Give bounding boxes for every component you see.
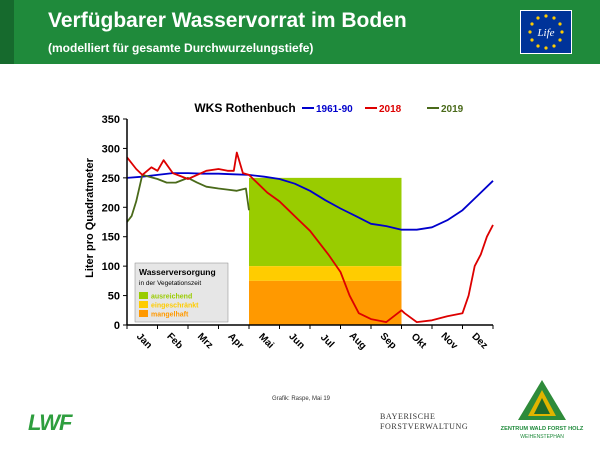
band-legend-label-0: ausreichend — [151, 294, 192, 301]
eu-life-logo: Life — [520, 10, 572, 54]
x-tick-label-3: Apr — [226, 331, 246, 351]
bayerische-forstverwaltung-logo: BAYERISCHE FORSTVERWALTUNG — [380, 412, 468, 432]
supply-bands — [249, 177, 402, 325]
chart-title: WKS Rothenbuch — [194, 101, 295, 115]
legend-label-2: 2019 — [441, 104, 464, 115]
band-legend-swatch-2 — [139, 310, 148, 317]
credit-text: Grafik: Raspe, Mai 19 — [272, 396, 331, 402]
series-line-2 — [126, 174, 250, 223]
x-tick-label-1: Feb — [164, 331, 184, 351]
page-subtitle: (modelliert für gesamte Durchwurzelungst… — [48, 41, 314, 55]
zentrum-wald-logo: ZENTRUM WALD FORST HOLZ WEIHENSTEPHAN — [501, 380, 584, 440]
series-legend: 1961-90 2018 2019 — [302, 104, 464, 115]
lwf-logo: LWF — [28, 410, 74, 434]
x-tick-label-6: Jul — [318, 332, 336, 350]
y-tick-label-3: 150 — [102, 232, 120, 244]
y-tick-label-2: 100 — [102, 261, 120, 273]
band-1 — [249, 266, 402, 281]
zw-line2: WEIHENSTEPHAN — [520, 434, 564, 440]
y-tick-label-5: 250 — [102, 173, 120, 185]
y-tick-label-7: 350 — [102, 114, 120, 126]
band-legend-swatch-1 — [139, 301, 148, 308]
band-legend-label-1: eingeschränkt — [151, 303, 199, 310]
x-tick-label-5: Jun — [286, 331, 306, 351]
chart: WKS Rothenbuch 1961-90 2018 2019 Liter pro… — [84, 101, 494, 352]
band-2 — [249, 280, 402, 325]
x-tick-label-4: Mai — [256, 331, 276, 351]
page-title: Verfügbarer Wasservorrat im Boden — [48, 9, 407, 32]
bf-line1: BAYERISCHE — [380, 412, 436, 421]
header-stripe — [0, 0, 14, 64]
band-legend: Wasserversorgung in der Vegetationszeit au… — [134, 262, 229, 323]
zw-line1: ZENTRUM WALD FORST HOLZ — [501, 426, 584, 432]
y-tick-label-4: 200 — [102, 202, 120, 214]
y-tick-label-6: 300 — [102, 143, 120, 155]
x-tick-label-11: Dez — [469, 331, 489, 351]
band-legend-title: Wasserversorgung — [139, 267, 216, 277]
legend-label-0: 1961-90 — [316, 104, 353, 115]
legend-label-1: 2018 — [379, 104, 402, 115]
bf-line2: FORSTVERWALTUNG — [380, 422, 469, 431]
eu-stars-icon: Life — [528, 14, 564, 50]
x-tick-label-9: Okt — [409, 331, 429, 351]
series-line-1 — [126, 151, 494, 323]
band-legend-subtitle: in der Vegetationszeit — [139, 280, 201, 287]
y-tick-label-0: 0 — [114, 320, 120, 332]
lwf-logo-text: LWF — [28, 410, 73, 434]
band-legend-label-2: mangelhaft — [151, 312, 189, 319]
y-axis-label: Liter pro Quadratmeter — [84, 157, 96, 278]
x-tick-label-8: Sep — [378, 331, 399, 352]
band-legend-swatch-0 — [139, 292, 148, 299]
x-tick-label-2: Mrz — [195, 331, 215, 351]
y-tick-label-1: 50 — [108, 291, 120, 303]
x-tick-label-7: Aug — [347, 330, 369, 352]
series-lines — [126, 151, 494, 323]
eu-life-text: Life — [536, 27, 554, 39]
series-line-0 — [126, 172, 494, 231]
x-tick-label-10: Nov — [438, 331, 459, 352]
x-tick-label-0: Jan — [134, 331, 154, 351]
header-bar: Verfügbarer Wasservorrat im Boden (model… — [0, 0, 600, 64]
band-0 — [249, 177, 402, 267]
band-legend-box — [134, 262, 229, 323]
